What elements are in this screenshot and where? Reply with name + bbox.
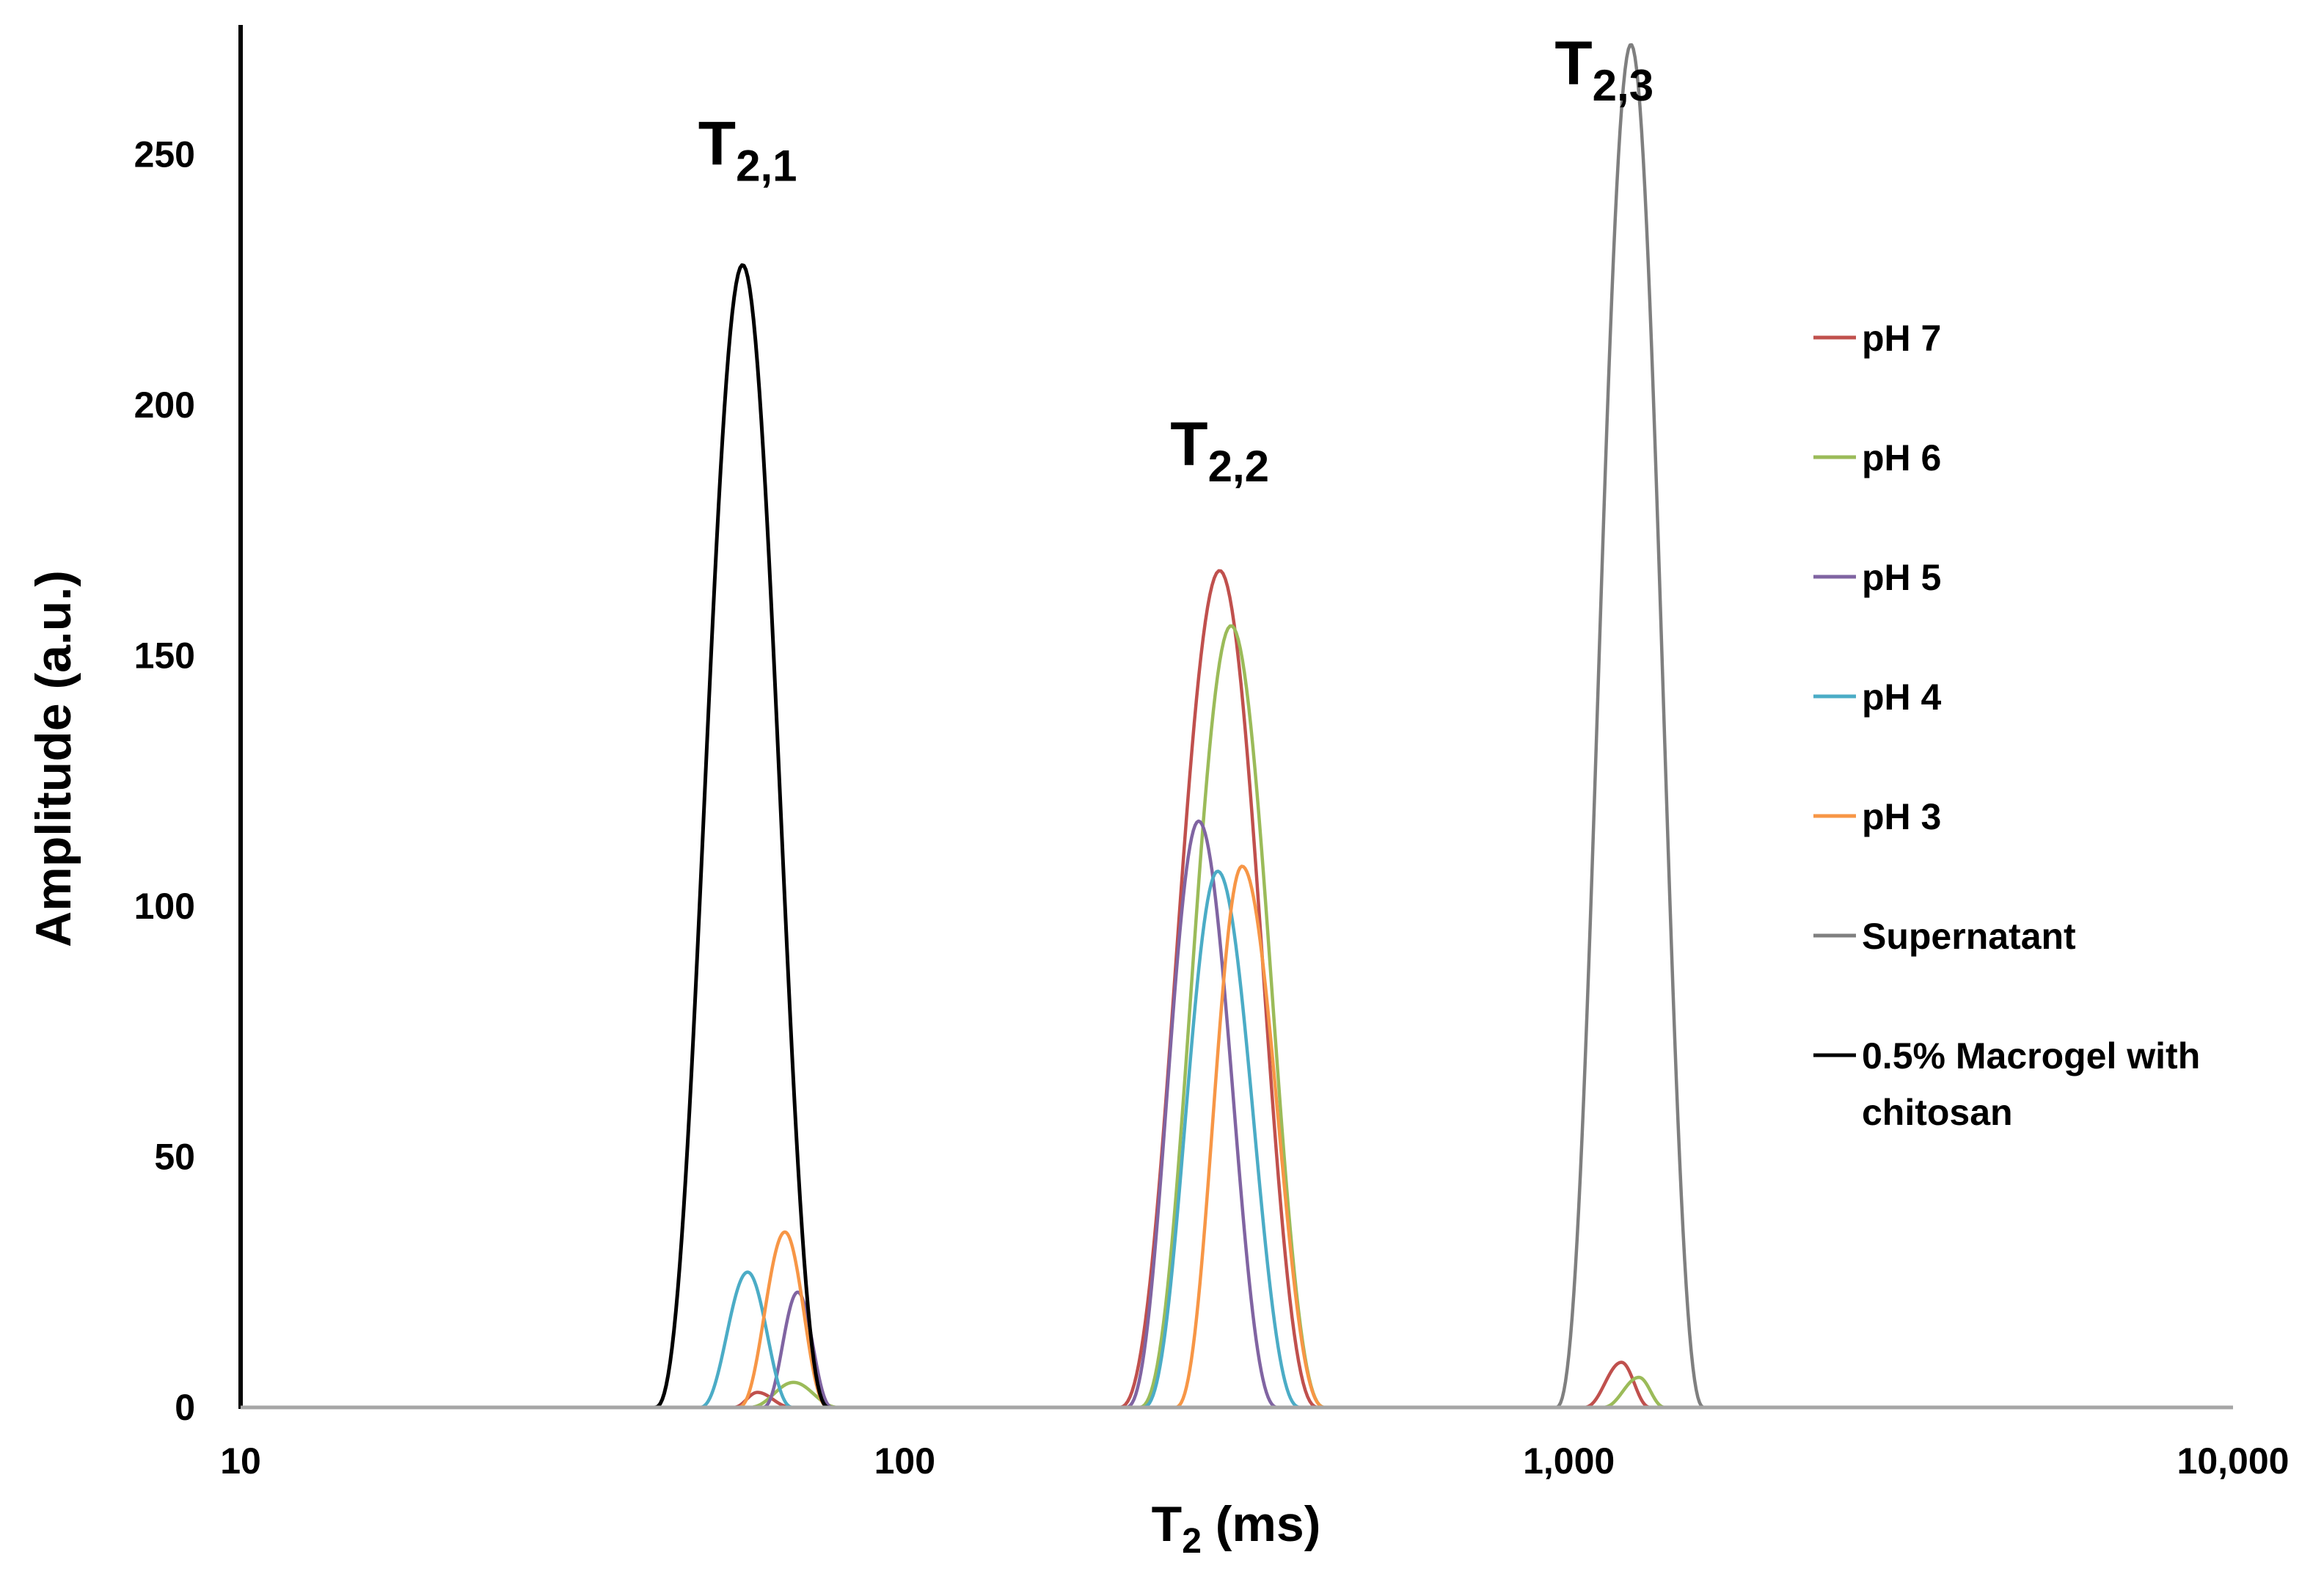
x-tick-label: 100 <box>874 1440 935 1482</box>
legend-label: chitosan <box>1862 1092 2013 1133</box>
legend-label: pH 6 <box>1862 437 1941 478</box>
peak-labels: T2,1T2,2T2,3 <box>698 29 1654 491</box>
peak-label-main: T <box>1554 29 1592 98</box>
series-line <box>241 624 2233 1410</box>
peak-label: T2,1 <box>698 109 797 190</box>
legend: pH 7 pH 6 pH 5 pH 4 pH 3 Supernatant 0.5% Macr… <box>1813 318 2200 1133</box>
series-line <box>241 43 2233 1410</box>
y-axis-title: Amplitude (a.u.) <box>26 570 81 947</box>
x-tick-label: 10 <box>220 1440 261 1482</box>
y-tick-label: 150 <box>134 635 195 677</box>
y-tick-label: 250 <box>134 134 195 175</box>
plot-series <box>241 43 2233 1410</box>
legend-label: pH 7 <box>1862 318 1941 359</box>
legend-label: pH 5 <box>1862 557 1941 598</box>
legend-label: Supernatant <box>1862 916 2076 957</box>
x-axis-title-sub: 2 <box>1182 1522 1202 1561</box>
peak-label-main: T <box>1170 409 1207 478</box>
peak-label-sub: 2,3 <box>1593 61 1654 110</box>
x-tick-labels: 10 100 1,000 10,000 <box>220 1440 2289 1482</box>
x-tick-label: 1,000 <box>1523 1440 1615 1482</box>
y-tick-labels: 0 50 100 150 200 250 <box>134 134 195 1428</box>
x-axis-title: T2 (ms) <box>1152 1496 1321 1561</box>
legend-label: pH 3 <box>1862 796 1941 837</box>
peak-label: T2,2 <box>1170 409 1269 491</box>
y-tick-label: 200 <box>134 385 195 426</box>
x-axis-title-main: T <box>1152 1496 1183 1552</box>
x-axis-title-rest: (ms) <box>1202 1496 1320 1552</box>
peak-label: T2,3 <box>1554 29 1654 110</box>
axes <box>238 25 2233 1410</box>
peak-label-main: T <box>698 109 736 178</box>
peak-label-sub: 2,2 <box>1208 442 1269 491</box>
y-tick-label: 50 <box>154 1137 195 1178</box>
y-tick-label: 100 <box>134 886 195 927</box>
series-line <box>241 263 2233 1410</box>
peak-label-sub: 2,1 <box>736 141 797 190</box>
legend-label: pH 4 <box>1862 677 1942 718</box>
x-tick-label: 10,000 <box>2177 1440 2290 1482</box>
y-tick-label: 0 <box>175 1387 195 1428</box>
series-line <box>241 569 2233 1410</box>
legend-label: 0.5% Macrogel with <box>1862 1035 2200 1076</box>
